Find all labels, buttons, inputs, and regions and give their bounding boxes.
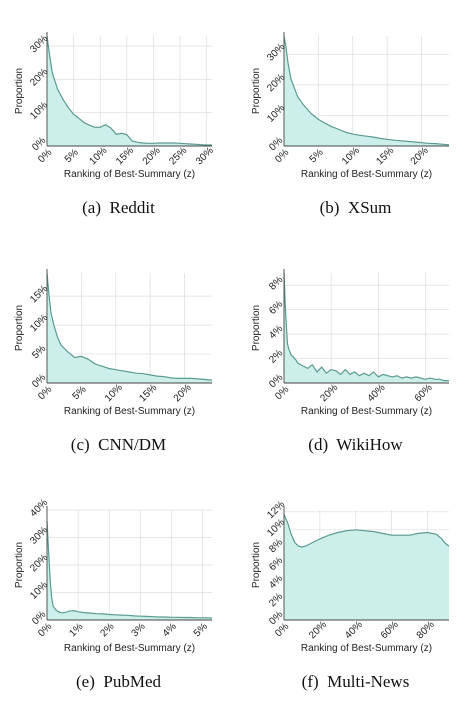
x-tick-label: 25% xyxy=(167,145,189,167)
series-line xyxy=(283,35,450,146)
caption-wikihow: (d) WikiHow xyxy=(308,435,403,454)
x-axis-title: Ranking of Best-Summary (z) xyxy=(301,406,432,417)
panel-pubmed: 0% 10% 20% 30% 40% 0% 1% 2% 3% 4% 5% Ranking of Bes… xyxy=(0,474,237,711)
y-axis-title: Proportion xyxy=(251,68,262,114)
x-tick-label: 20% xyxy=(318,382,340,404)
chart-pubmed: 0%10%20%30%40%0% 1% 2% 3% 4% 5%Ranking of Bes… xyxy=(14,497,213,654)
y-tick-label: 4% xyxy=(267,323,285,341)
x-axis-title: Ranking of Best-Summary (z) xyxy=(301,169,432,180)
chart-cnndm: 0%5%10%15%0% 5% 10% 15% 20%Ranking of Best-S… xyxy=(14,269,213,417)
x-tick-label: 3% xyxy=(130,621,148,639)
series-area xyxy=(47,273,212,383)
x-tick-label: 60% xyxy=(379,619,401,641)
x-tick-label: 20% xyxy=(307,619,329,641)
y-axis-title: Proportion xyxy=(14,305,25,351)
panel-reddit: 0% 10% 20% 30% 0% 5% 10% 15% 20% 25% 30% Ranking of… xyxy=(0,0,237,237)
x-tick-label: 20% xyxy=(172,382,194,404)
y-tick-label: 6% xyxy=(267,299,285,317)
y-axis-title: Proportion xyxy=(251,305,262,351)
x-tick-label: 60% xyxy=(413,382,435,404)
chart-reddit: 0%10%20%30%0% 5% 10% 15% 20% 25% 30%Ranking of… xyxy=(14,32,216,180)
chart-wikihow: 0%2%4%6%8%0% 20% 40% 60%Ranking of Best-Sum… xyxy=(251,269,449,417)
x-tick-label: 1% xyxy=(67,621,85,639)
x-axis-title: Ranking of Best-Summary (z) xyxy=(64,169,195,180)
y-tick-label: 4% xyxy=(267,573,285,591)
series-area xyxy=(284,514,449,620)
panel-xsum: 0% 10% 20% 30% 0% 5% 10% 15% 20% Ranking of Best-… xyxy=(237,0,474,237)
x-tick-label: 5% xyxy=(71,384,89,402)
series-line xyxy=(46,520,213,619)
panel-multinews: 0% 2% 4% 6% 8% 10% 12% 0% 20% 40% 60% 80% Ranking of… xyxy=(237,474,474,711)
y-tick-label: 8% xyxy=(267,274,285,292)
chart-multinews: 0%2%4%6%8%10%12%0% 20% 40% 60% 80%Ranking of… xyxy=(251,499,450,654)
x-tick-label: 10% xyxy=(87,145,109,167)
caption-xsum: (b) XSum xyxy=(319,198,392,217)
chart-xsum: 0%10%20%30%0% 5% 10% 15% 20%Ranking of Best-… xyxy=(251,32,450,180)
x-tick-label: 10% xyxy=(340,145,362,167)
y-tick-label: 5% xyxy=(30,343,48,361)
y-axis-title: Proportion xyxy=(251,542,262,588)
series-line xyxy=(46,272,213,381)
series-area xyxy=(284,36,449,146)
x-tick-label: 2% xyxy=(98,621,116,639)
x-tick-label: 4% xyxy=(161,621,179,639)
y-tick-label: 2% xyxy=(267,591,285,609)
x-axis-title: Ranking of Best-Summary (z) xyxy=(64,406,195,417)
x-tick-label: 80% xyxy=(415,619,437,641)
caption-multinews: (f) Multi-News xyxy=(301,672,410,691)
x-axis-title: Ranking of Best-Summary (z) xyxy=(64,643,195,654)
panel-cnndm: 0% 5% 10% 15% 0% 5% 10% 15% 20% Ranking of Best-S… xyxy=(0,237,237,474)
x-tick-label: 5% xyxy=(308,147,326,165)
y-tick-label: 2% xyxy=(267,348,285,366)
x-tick-label: 15% xyxy=(137,382,159,404)
series-line xyxy=(283,514,450,548)
x-tick-label: 20% xyxy=(409,145,431,167)
x-tick-label: 40% xyxy=(366,382,388,404)
x-tick-label: 15% xyxy=(114,145,136,167)
x-tick-label: 30% xyxy=(194,145,216,167)
x-tick-label: 5% xyxy=(192,621,210,639)
y-tick-label: 6% xyxy=(267,555,285,573)
y-axis-title: Proportion xyxy=(14,542,25,588)
caption-cnndm: (c) CNN/DM xyxy=(70,435,167,454)
x-axis-title: Ranking of Best-Summary (z) xyxy=(301,643,432,654)
panel-wikihow: 0% 2% 4% 6% 8% 0% 20% 40% 60% Ranking of Best-Sum… xyxy=(237,237,474,474)
x-tick-label: 15% xyxy=(374,145,396,167)
x-tick-label: 20% xyxy=(141,145,163,167)
series-line xyxy=(283,272,449,382)
series-area xyxy=(284,273,449,383)
y-axis-title: Proportion xyxy=(14,68,25,114)
x-tick-label: 5% xyxy=(63,147,81,165)
x-tick-label: 40% xyxy=(343,619,365,641)
caption-pubmed: (e) PubMed xyxy=(76,672,161,691)
y-tick-label: 8% xyxy=(267,537,285,555)
series-area xyxy=(47,521,212,620)
series-line xyxy=(46,35,212,146)
caption-reddit: (a) Reddit xyxy=(82,198,155,217)
series-area xyxy=(47,36,212,146)
x-tick-label: 10% xyxy=(103,382,125,404)
